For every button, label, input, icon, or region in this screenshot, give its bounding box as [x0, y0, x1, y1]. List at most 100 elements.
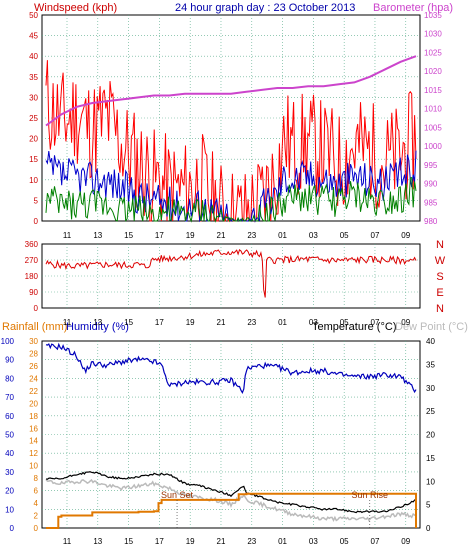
wind-y-tick-label: 0 [34, 217, 39, 226]
temp-panel-x-tick-label: 07 [371, 537, 380, 546]
wind-panel-x-tick-label: 15 [124, 231, 133, 240]
rainfall-series-line [46, 492, 417, 529]
humidity-y-tick-label: 60 [5, 412, 14, 421]
temperature-y-tick-label: 35 [426, 360, 435, 369]
rainfall-y-tick-label: 18 [29, 412, 38, 421]
direction-panel-x-tick-label: 23 [247, 318, 256, 327]
humidity-y-tick-label: 90 [5, 356, 14, 365]
wind-y-tick-label: 15 [29, 155, 38, 164]
direction-panel-x-tick-label: 11 [63, 318, 72, 327]
direction-panel-x-tick-label: 21 [217, 318, 226, 327]
dewpoint-axis-title: Dew Point (°C) [395, 321, 468, 333]
temperature-y-tick-label: 0 [426, 524, 431, 533]
rainfall-y-tick-label: 30 [29, 337, 38, 346]
wind-panel-x-tick-label: 01 [278, 231, 287, 240]
barometer-series-line [45, 55, 417, 127]
sunrise-annotation-label: Sun Rise [351, 490, 388, 500]
rainfall-y-tick-label: 20 [29, 399, 38, 408]
temp-panel-x-tick-label: 23 [247, 537, 256, 546]
wind-panel-x-tick-label: 13 [93, 231, 102, 240]
wind-panel-x-tick-label: 23 [247, 231, 256, 240]
direction-panel-x-tick-label: 17 [155, 318, 164, 327]
rainfall-y-tick-label: 4 [34, 499, 39, 508]
humidity-y-tick-label: 10 [5, 505, 14, 514]
wind-panel-x-tick-label: 05 [340, 231, 349, 240]
humidity-series-line [45, 342, 417, 394]
rainfall-y-tick-label: 2 [34, 512, 39, 521]
wind-y-tick-label: 35 [29, 73, 38, 82]
temp-panel-x-tick-label: 15 [124, 537, 133, 546]
wind-y-tick-label: 45 [29, 32, 38, 41]
barometer-y-tick-label: 990 [424, 180, 438, 189]
low-wind-series-line [45, 176, 417, 223]
rainfall-y-tick-label: 6 [34, 487, 39, 496]
wind-panel-x-tick-label: 09 [401, 231, 410, 240]
windspeed-axis-title: Windspeed (kph) [34, 2, 117, 14]
barometer-y-tick-label: 980 [424, 217, 438, 226]
humidity-y-tick-label: 70 [5, 393, 14, 402]
wind-y-tick-label: 5 [34, 196, 39, 205]
temp-panel-x-tick-label: 11 [63, 537, 72, 546]
barometer-y-tick-label: 1020 [424, 67, 442, 76]
average-wind-series-line [45, 150, 417, 223]
barometer-y-tick-label: 1005 [424, 123, 442, 132]
temperature-y-tick-label: 5 [426, 501, 431, 510]
wind-panel-x-tick-label: 07 [371, 231, 380, 240]
temp-panel-x-tick-label: 21 [217, 537, 226, 546]
wind-panel-x-tick-label: 11 [63, 231, 72, 240]
wind-y-tick-label: 30 [29, 93, 38, 102]
temp-panel-x-tick-label: 09 [401, 537, 410, 546]
humidity-y-tick-label: 80 [5, 374, 14, 383]
panels-group: 0510152025303540455098098599099510001005… [1, 11, 446, 546]
barometer-axis-title: Barometer (hpa) [373, 2, 453, 14]
rainfall-y-tick-label: 0 [34, 524, 39, 533]
rainfall-y-tick-label: 22 [29, 387, 38, 396]
wind-y-tick-label: 50 [29, 11, 38, 20]
chart-title: 24 hour graph day : 23 October 2013 [175, 2, 355, 14]
direction-panel-x-tick-label: 05 [340, 318, 349, 327]
direction-compass-label: S [436, 271, 443, 283]
temp-panel-x-tick-label: 13 [93, 537, 102, 546]
wind-direction-series-line [45, 248, 417, 298]
temp-panel-x-tick-label: 03 [309, 537, 318, 546]
barometer-y-tick-label: 1025 [424, 48, 442, 57]
direction-compass-label: E [436, 287, 443, 299]
direction-compass-label: N [436, 303, 444, 315]
wind-y-tick-label: 40 [29, 52, 38, 61]
temperature-y-tick-label: 15 [426, 454, 435, 463]
direction-y-tick-label: 0 [34, 304, 39, 313]
rainfall-y-tick-label: 26 [29, 362, 38, 371]
barometer-y-tick-label: 1000 [424, 142, 442, 151]
direction-panel-x-tick-label: 07 [371, 318, 380, 327]
rainfall-y-tick-label: 10 [29, 462, 38, 471]
humidity-y-tick-label: 100 [1, 337, 15, 346]
humidity-y-tick-label: 30 [5, 468, 14, 477]
barometer-y-tick-label: 1030 [424, 30, 442, 39]
direction-y-tick-label: 180 [25, 272, 39, 281]
wind-panel-x-tick-label: 17 [155, 231, 164, 240]
humidity-y-tick-label: 0 [10, 524, 15, 533]
direction-compass-label: W [435, 255, 446, 267]
temperature-y-tick-label: 30 [426, 384, 435, 393]
barometer-y-tick-label: 1015 [424, 86, 442, 95]
rainfall-y-tick-label: 28 [29, 349, 38, 358]
direction-panel-x-tick-label: 01 [278, 318, 287, 327]
temp-panel-x-tick-label: 17 [155, 537, 164, 546]
humidity-axis-title: Humidity (%) [66, 321, 129, 333]
wind-panel-x-tick-label: 03 [309, 231, 318, 240]
humidity-y-tick-label: 50 [5, 431, 14, 440]
temperature-axis-title: Temperature (°C) [312, 321, 396, 333]
wind-panel-x-tick-label: 21 [217, 231, 226, 240]
direction-compass-label: N [436, 239, 444, 251]
temperature-series-line [45, 471, 417, 514]
direction-panel-x-tick-label: 15 [124, 318, 133, 327]
direction-panel-x-tick-label: 13 [93, 318, 102, 327]
temp-panel-x-tick-label: 05 [340, 537, 349, 546]
rainfall-y-tick-label: 14 [29, 437, 38, 446]
wind-y-tick-label: 20 [29, 135, 38, 144]
rainfall-y-tick-label: 24 [29, 374, 38, 383]
wind-panel-x-tick-label: 19 [186, 231, 195, 240]
rainfall-y-tick-label: 12 [29, 449, 38, 458]
